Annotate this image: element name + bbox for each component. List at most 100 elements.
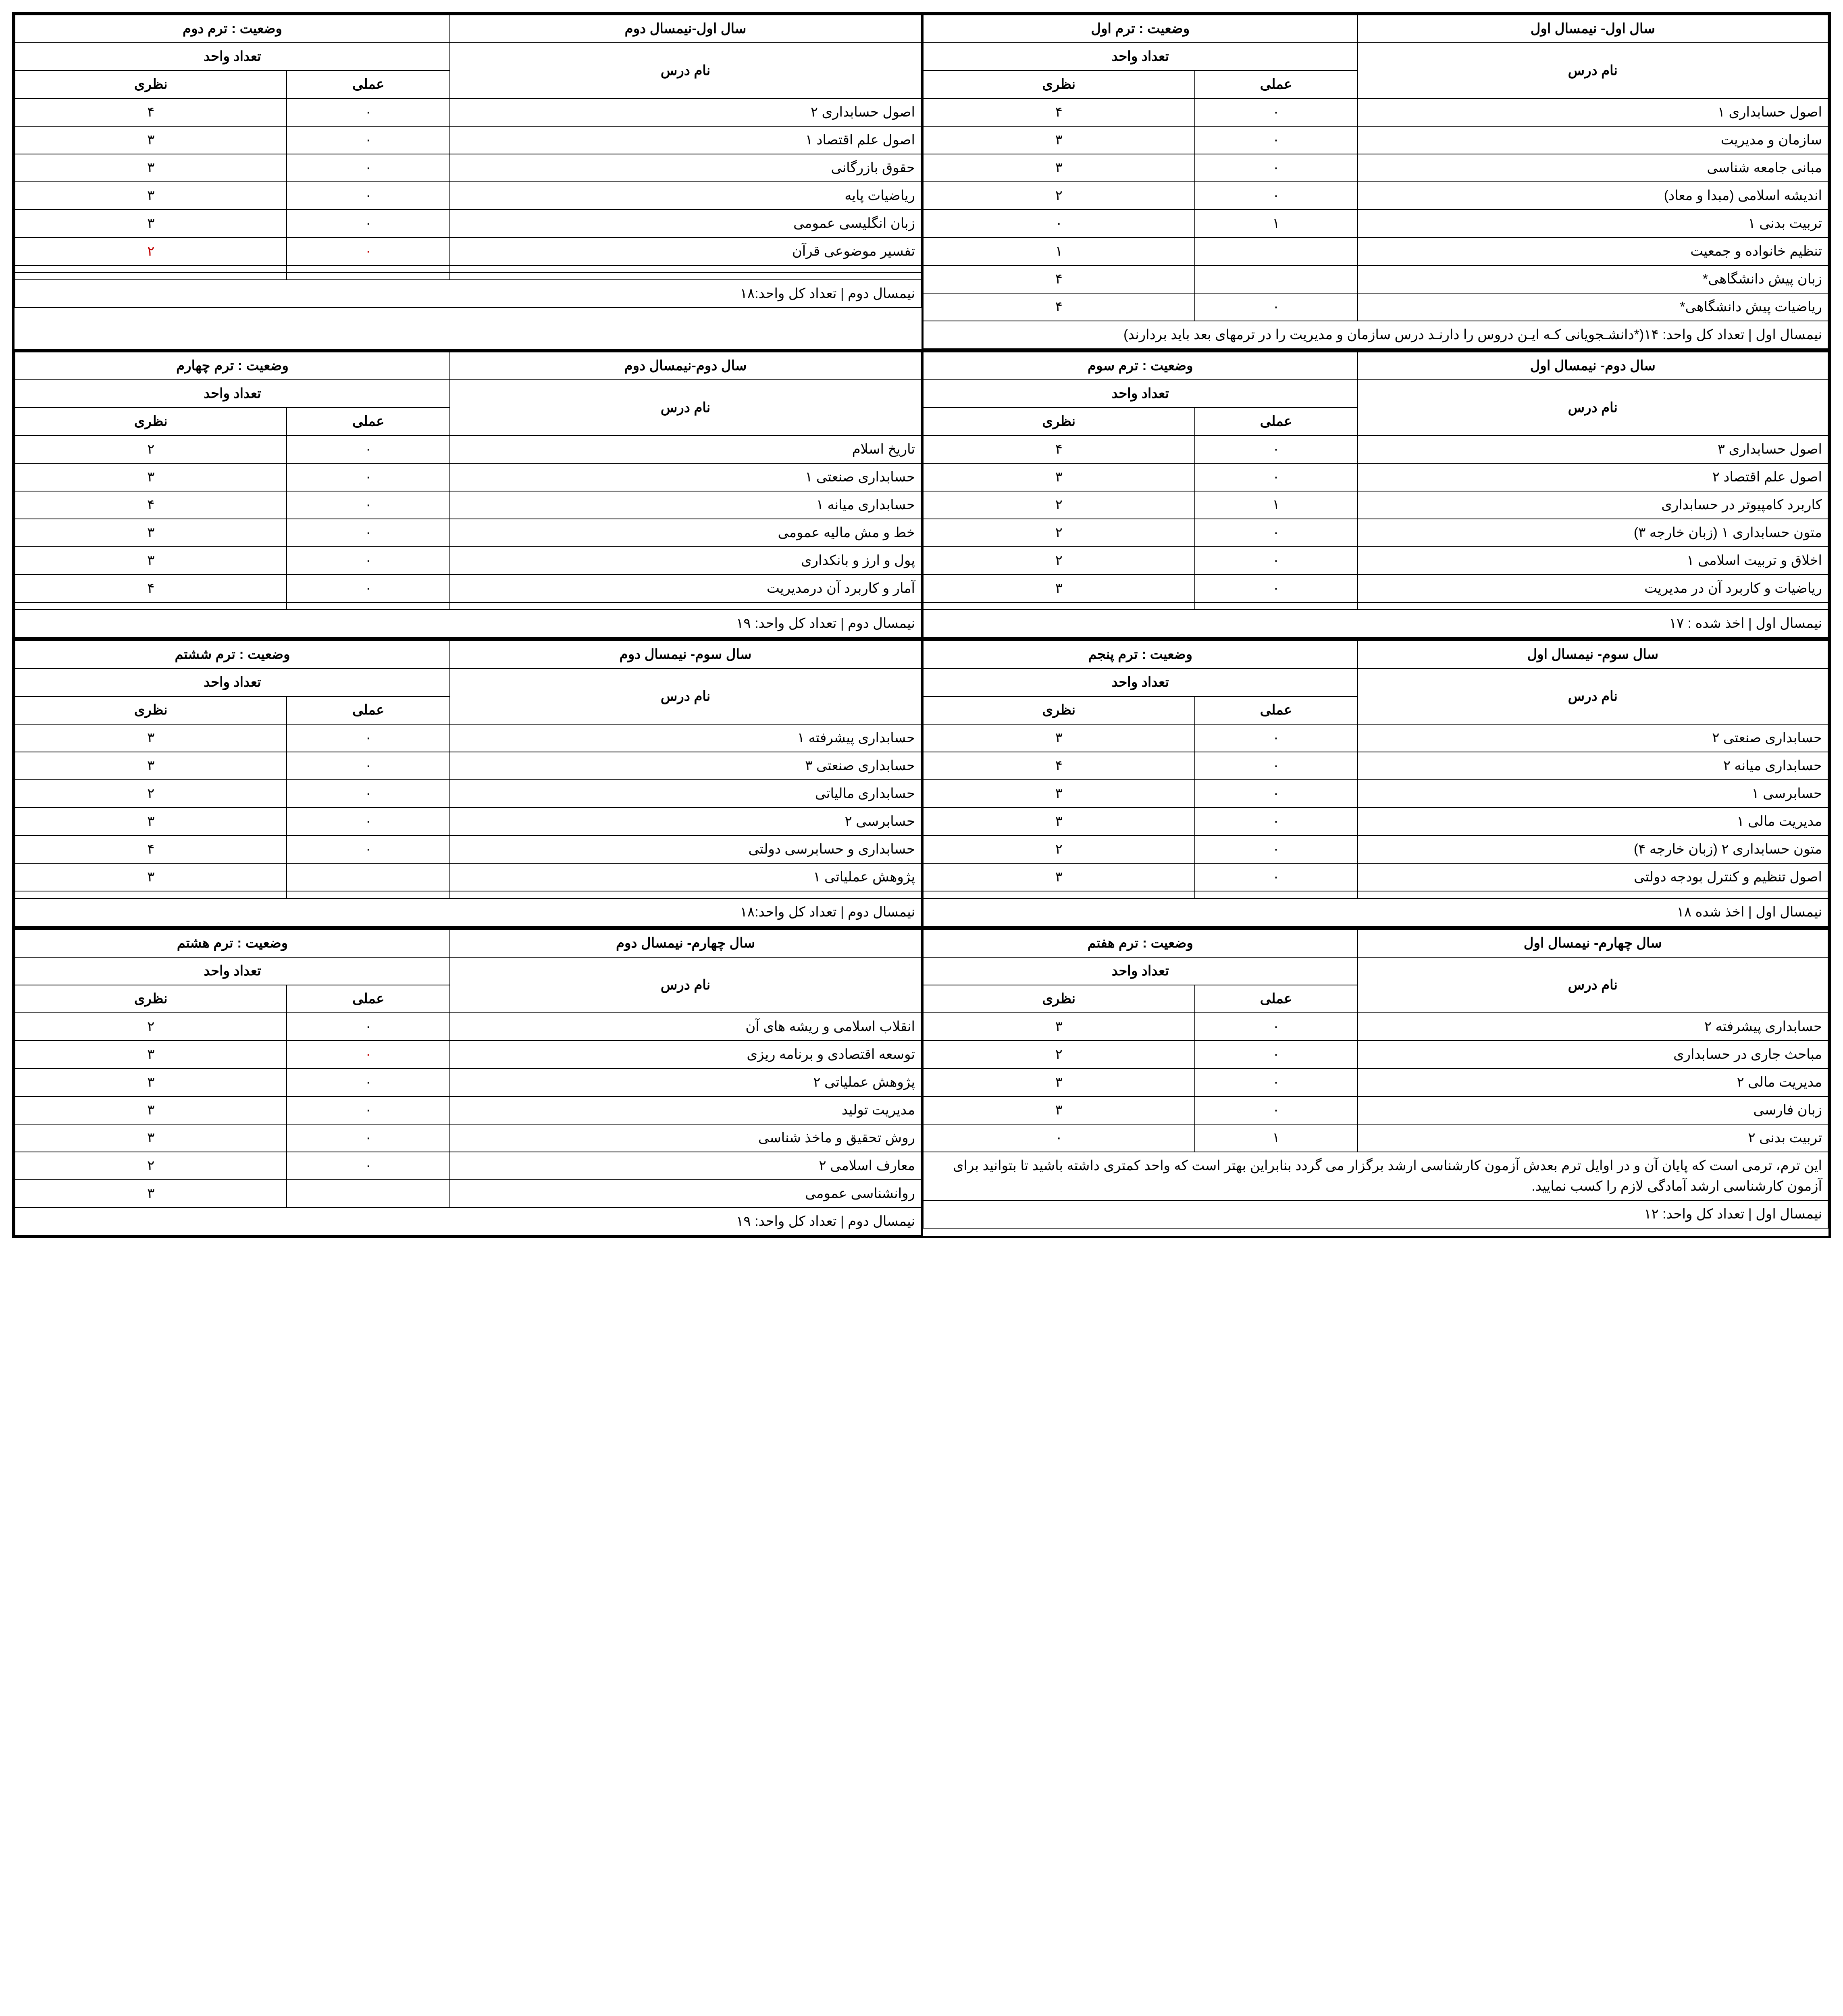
col-header-units: تعداد واحد bbox=[923, 43, 1358, 71]
units-amali: ۰ bbox=[287, 835, 450, 863]
course-row: حسابداری میانه ۲۰۴ bbox=[923, 752, 1828, 780]
col-header-nazari: نظری bbox=[923, 696, 1195, 724]
units-amali bbox=[1195, 602, 1358, 610]
course-name: توسعه اقتصادی و برنامه ریزی bbox=[450, 1041, 921, 1068]
semester-table: سال سوم- نیمسال دوموضعیت : ترم ششتمنام د… bbox=[15, 640, 922, 927]
units-amali: ۰ bbox=[1195, 126, 1358, 154]
curriculum-plan: سال اول- نیمسال اولوضعیت : ترم اولنام در… bbox=[12, 12, 1831, 1238]
course-name: مدیریت تولید bbox=[450, 1096, 921, 1124]
course-name: حسابداری و حسابرسی دولتی bbox=[450, 835, 921, 863]
units-nazari: ۳ bbox=[15, 1096, 287, 1124]
units-amali: ۰ bbox=[287, 210, 450, 237]
year-row: سال چهارم- نیمسال اولوضعیت : ترم هفتمنام… bbox=[12, 927, 1831, 1238]
course-row: اصول حسابداری ۱۰۴ bbox=[923, 98, 1828, 126]
course-name: حسابرسی ۲ bbox=[450, 808, 921, 835]
units-amali bbox=[1195, 891, 1358, 898]
course-name: خط و مش مالیه عمومی bbox=[450, 519, 921, 547]
course-row: مباحث جاری در حسابداری۰۲ bbox=[923, 1041, 1828, 1068]
course-name: پژوهش عملیاتی ۲ bbox=[450, 1068, 921, 1096]
course-name: تربیت بدنی ۲ bbox=[1358, 1124, 1828, 1152]
course-name: تفسیر موضوعی قرآن bbox=[450, 237, 921, 265]
units-amali: ۰ bbox=[1195, 780, 1358, 808]
units-amali: ۰ bbox=[287, 780, 450, 808]
course-name: تربیت بدنی ۱ bbox=[1358, 210, 1828, 237]
units-amali: ۰ bbox=[287, 182, 450, 210]
units-nazari: ۲ bbox=[923, 835, 1195, 863]
course-name: اصول حسابداری ۲ bbox=[450, 98, 921, 126]
col-header-course: نام درس bbox=[1358, 669, 1828, 724]
course-row: خط و مش مالیه عمومی۰۳ bbox=[15, 519, 921, 547]
units-nazari bbox=[15, 602, 287, 610]
year-row: سال اول- نیمسال اولوضعیت : ترم اولنام در… bbox=[12, 12, 1831, 349]
course-row: حسابداری صنعتی ۱۰۳ bbox=[15, 463, 921, 491]
col-header-amali: عملی bbox=[1195, 71, 1358, 98]
col-header-nazari: نظری bbox=[15, 71, 287, 98]
semester-status: وضعیت : ترم هشتم bbox=[15, 929, 450, 957]
units-amali: ۰ bbox=[1195, 724, 1358, 752]
semester-note: این ترم، ترمی است که پایان آن و در اوایل… bbox=[923, 1152, 1828, 1200]
course-row: حسابداری و حسابرسی دولتی۰۴ bbox=[15, 835, 921, 863]
col-header-amali: عملی bbox=[287, 71, 450, 98]
col-header-amali: عملی bbox=[287, 985, 450, 1013]
course-row: مدیریت مالی ۱۰۳ bbox=[923, 808, 1828, 835]
course-name: مدیریت مالی ۱ bbox=[1358, 808, 1828, 835]
units-nazari: ۳ bbox=[15, 210, 287, 237]
course-row: کاربرد کامپیوتر در حسابداری۱۲ bbox=[923, 491, 1828, 519]
units-amali: ۰ bbox=[287, 1096, 450, 1124]
course-row: متون حسابداری ۱ (زبان خارجه ۳)۰۲ bbox=[923, 519, 1828, 547]
course-name: حسابداری مالیاتی bbox=[450, 780, 921, 808]
units-amali: ۰ bbox=[1195, 1041, 1358, 1068]
course-row: معارف اسلامی ۲۰۲ bbox=[15, 1152, 921, 1180]
col-header-units: تعداد واحد bbox=[15, 669, 450, 696]
course-name bbox=[1358, 602, 1828, 610]
units-amali: ۰ bbox=[1195, 293, 1358, 321]
units-amali bbox=[287, 863, 450, 891]
units-nazari: ۳ bbox=[923, 1013, 1195, 1041]
semester-footer: نیمسال دوم | تعداد کل واحد: ۱۹ bbox=[15, 610, 921, 637]
course-name bbox=[450, 891, 921, 898]
units-amali: ۰ bbox=[287, 154, 450, 182]
units-nazari: ۲ bbox=[15, 780, 287, 808]
semester-footer: نیمسال اول | اخذ شده : ۱۷ bbox=[923, 610, 1828, 637]
course-name bbox=[450, 273, 921, 280]
course-row: زبان انگلیسی عمومی۰۳ bbox=[15, 210, 921, 237]
units-amali bbox=[287, 891, 450, 898]
course-row: ریاضیات پیش دانشگاهی*۰۴ bbox=[923, 293, 1828, 321]
units-amali: ۰ bbox=[1195, 182, 1358, 210]
units-amali: ۰ bbox=[1195, 463, 1358, 491]
course-name bbox=[1358, 891, 1828, 898]
semester-block-first: سال چهارم- نیمسال اولوضعیت : ترم هفتمنام… bbox=[922, 929, 1828, 1236]
semester-title: سال دوم- نیمسال اول bbox=[1358, 352, 1828, 380]
course-name: اصول علم اقتصاد ۱ bbox=[450, 126, 921, 154]
course-name: مباحث جاری در حسابداری bbox=[1358, 1041, 1828, 1068]
course-row: حسابداری پیشرفته ۲۰۳ bbox=[923, 1013, 1828, 1041]
units-amali: ۰ bbox=[287, 724, 450, 752]
semester-table: سال اول- نیمسال اولوضعیت : ترم اولنام در… bbox=[923, 15, 1828, 349]
course-name bbox=[450, 265, 921, 273]
course-name: زبان فارسی bbox=[1358, 1096, 1828, 1124]
units-amali: ۰ bbox=[1195, 835, 1358, 863]
course-name: حقوق بازرگانی bbox=[450, 154, 921, 182]
semester-footer: نیمسال دوم | تعداد کل واحد: ۱۹ bbox=[15, 1208, 921, 1235]
course-name: حسابداری میانه ۲ bbox=[1358, 752, 1828, 780]
course-row bbox=[923, 602, 1828, 610]
units-nazari bbox=[15, 265, 287, 273]
col-header-course: نام درس bbox=[1358, 380, 1828, 435]
course-name bbox=[450, 602, 921, 610]
course-name: ریاضیات پیش دانشگاهی* bbox=[1358, 293, 1828, 321]
course-name: اندیشه اسلامی (مبدا و معاد) bbox=[1358, 182, 1828, 210]
course-row: تربیت بدنی ۱۱۰ bbox=[923, 210, 1828, 237]
units-nazari bbox=[15, 891, 287, 898]
units-nazari: ۲ bbox=[15, 1152, 287, 1180]
units-nazari bbox=[15, 273, 287, 280]
units-amali: ۰ bbox=[1195, 1096, 1358, 1124]
semester-status: وضعیت : ترم ششتم bbox=[15, 641, 450, 669]
col-header-course: نام درس bbox=[450, 43, 921, 98]
course-row: زبان فارسی۰۳ bbox=[923, 1096, 1828, 1124]
semester-status: وضعیت : ترم هفتم bbox=[923, 929, 1358, 957]
course-row bbox=[923, 891, 1828, 898]
semester-status: وضعیت : ترم دوم bbox=[15, 15, 450, 43]
semester-table: سال دوم-نیمسال دوموضعیت : ترم چهارمنام د… bbox=[15, 352, 922, 638]
units-nazari: ۳ bbox=[923, 575, 1195, 602]
units-nazari: ۳ bbox=[15, 1124, 287, 1152]
